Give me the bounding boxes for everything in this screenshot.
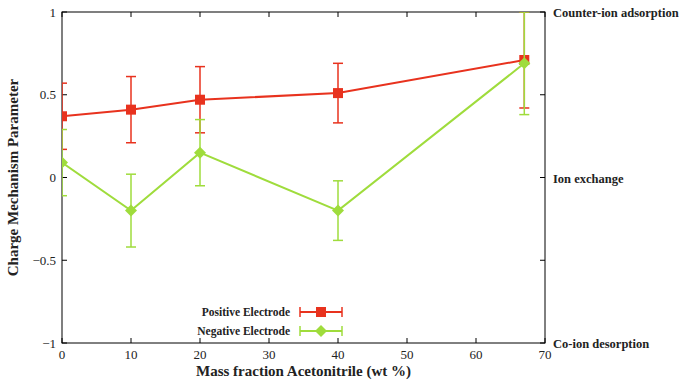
error-bar (333, 63, 343, 123)
error-cap (126, 246, 136, 248)
error-cap (62, 195, 67, 197)
x-tick (269, 12, 270, 17)
legend-cap (341, 307, 343, 317)
y-tick (540, 94, 545, 95)
legend-cap (299, 326, 301, 336)
error-cap (195, 185, 205, 187)
error-cap (519, 12, 529, 13)
y-tick-label: −1 (42, 336, 56, 351)
y-tick-label: 0 (50, 170, 57, 185)
point (126, 105, 136, 115)
x-tick-label: 50 (401, 347, 414, 362)
legend-cap (299, 307, 301, 317)
annotation: Ion exchange (553, 172, 624, 186)
plot-frame (62, 12, 545, 343)
x-tick (131, 12, 132, 17)
y-tick-label: 0.5 (40, 87, 56, 102)
error-cap (333, 63, 343, 65)
error-cap (126, 76, 136, 78)
y-tick (540, 260, 545, 261)
point (125, 205, 137, 217)
legend-label: Negative Electrode (197, 325, 290, 338)
x-tick (338, 12, 339, 17)
x-tick (407, 338, 408, 343)
legend: Positive Electrode Negative Electrode (197, 306, 342, 338)
error-cap (62, 82, 67, 84)
plot-area (62, 12, 530, 247)
x-tick-label: 20 (194, 347, 207, 362)
x-tick-label: 40 (332, 347, 345, 362)
x-tick (476, 338, 477, 343)
error-bar (519, 12, 529, 115)
error-cap (333, 122, 343, 124)
error-bar (126, 77, 136, 143)
x-tick (476, 12, 477, 17)
error-cap (333, 240, 343, 242)
y-tick (540, 177, 545, 178)
y-tick-label: −0.5 (32, 253, 56, 268)
x-tick (200, 12, 201, 17)
x-tick-label: 60 (470, 347, 483, 362)
error-cap (333, 180, 343, 182)
error-cap (519, 12, 529, 13)
legend-marker (315, 325, 327, 337)
chart: 0 10 20 30 40 50 60 70 −1 −0.5 0 0.5 1 Mass fraction … (0, 0, 689, 384)
x-tick (338, 338, 339, 343)
legend-label: Positive Electrode (202, 306, 290, 318)
point (62, 157, 68, 169)
error-cap (195, 119, 205, 121)
legend-marker (316, 307, 326, 317)
x-tick (269, 338, 270, 343)
point (195, 95, 205, 105)
legend-cap (341, 326, 343, 336)
x-tick-label: 0 (59, 347, 66, 362)
x-tick (407, 12, 408, 17)
x-axis-label: Mass fraction Acetonitrile (wt %) (196, 363, 411, 380)
x-tick (131, 338, 132, 343)
series (62, 12, 529, 149)
series (62, 12, 530, 247)
error-bar (195, 120, 205, 186)
error-cap (126, 142, 136, 144)
point (332, 205, 344, 217)
error-cap (519, 114, 529, 116)
point (194, 147, 206, 159)
annotation: Co-ion desorption (553, 337, 649, 351)
error-bar (62, 130, 67, 196)
error-cap (195, 66, 205, 68)
x-tick-label: 10 (125, 347, 138, 362)
annotation: Counter-ion adsorption (553, 6, 679, 20)
y-tick-label: 1 (50, 5, 57, 20)
x-tick (200, 338, 201, 343)
error-cap (126, 173, 136, 175)
x-tick-label: 30 (263, 347, 276, 362)
error-bar (126, 174, 136, 247)
point (333, 88, 343, 98)
x-tick-label: 70 (539, 347, 552, 362)
point (62, 111, 67, 121)
error-cap (62, 129, 67, 131)
point (518, 57, 530, 69)
error-bar (333, 181, 343, 241)
y-tick (62, 260, 67, 261)
y-axis-label: Charge Mechanism Parameter (5, 78, 21, 276)
